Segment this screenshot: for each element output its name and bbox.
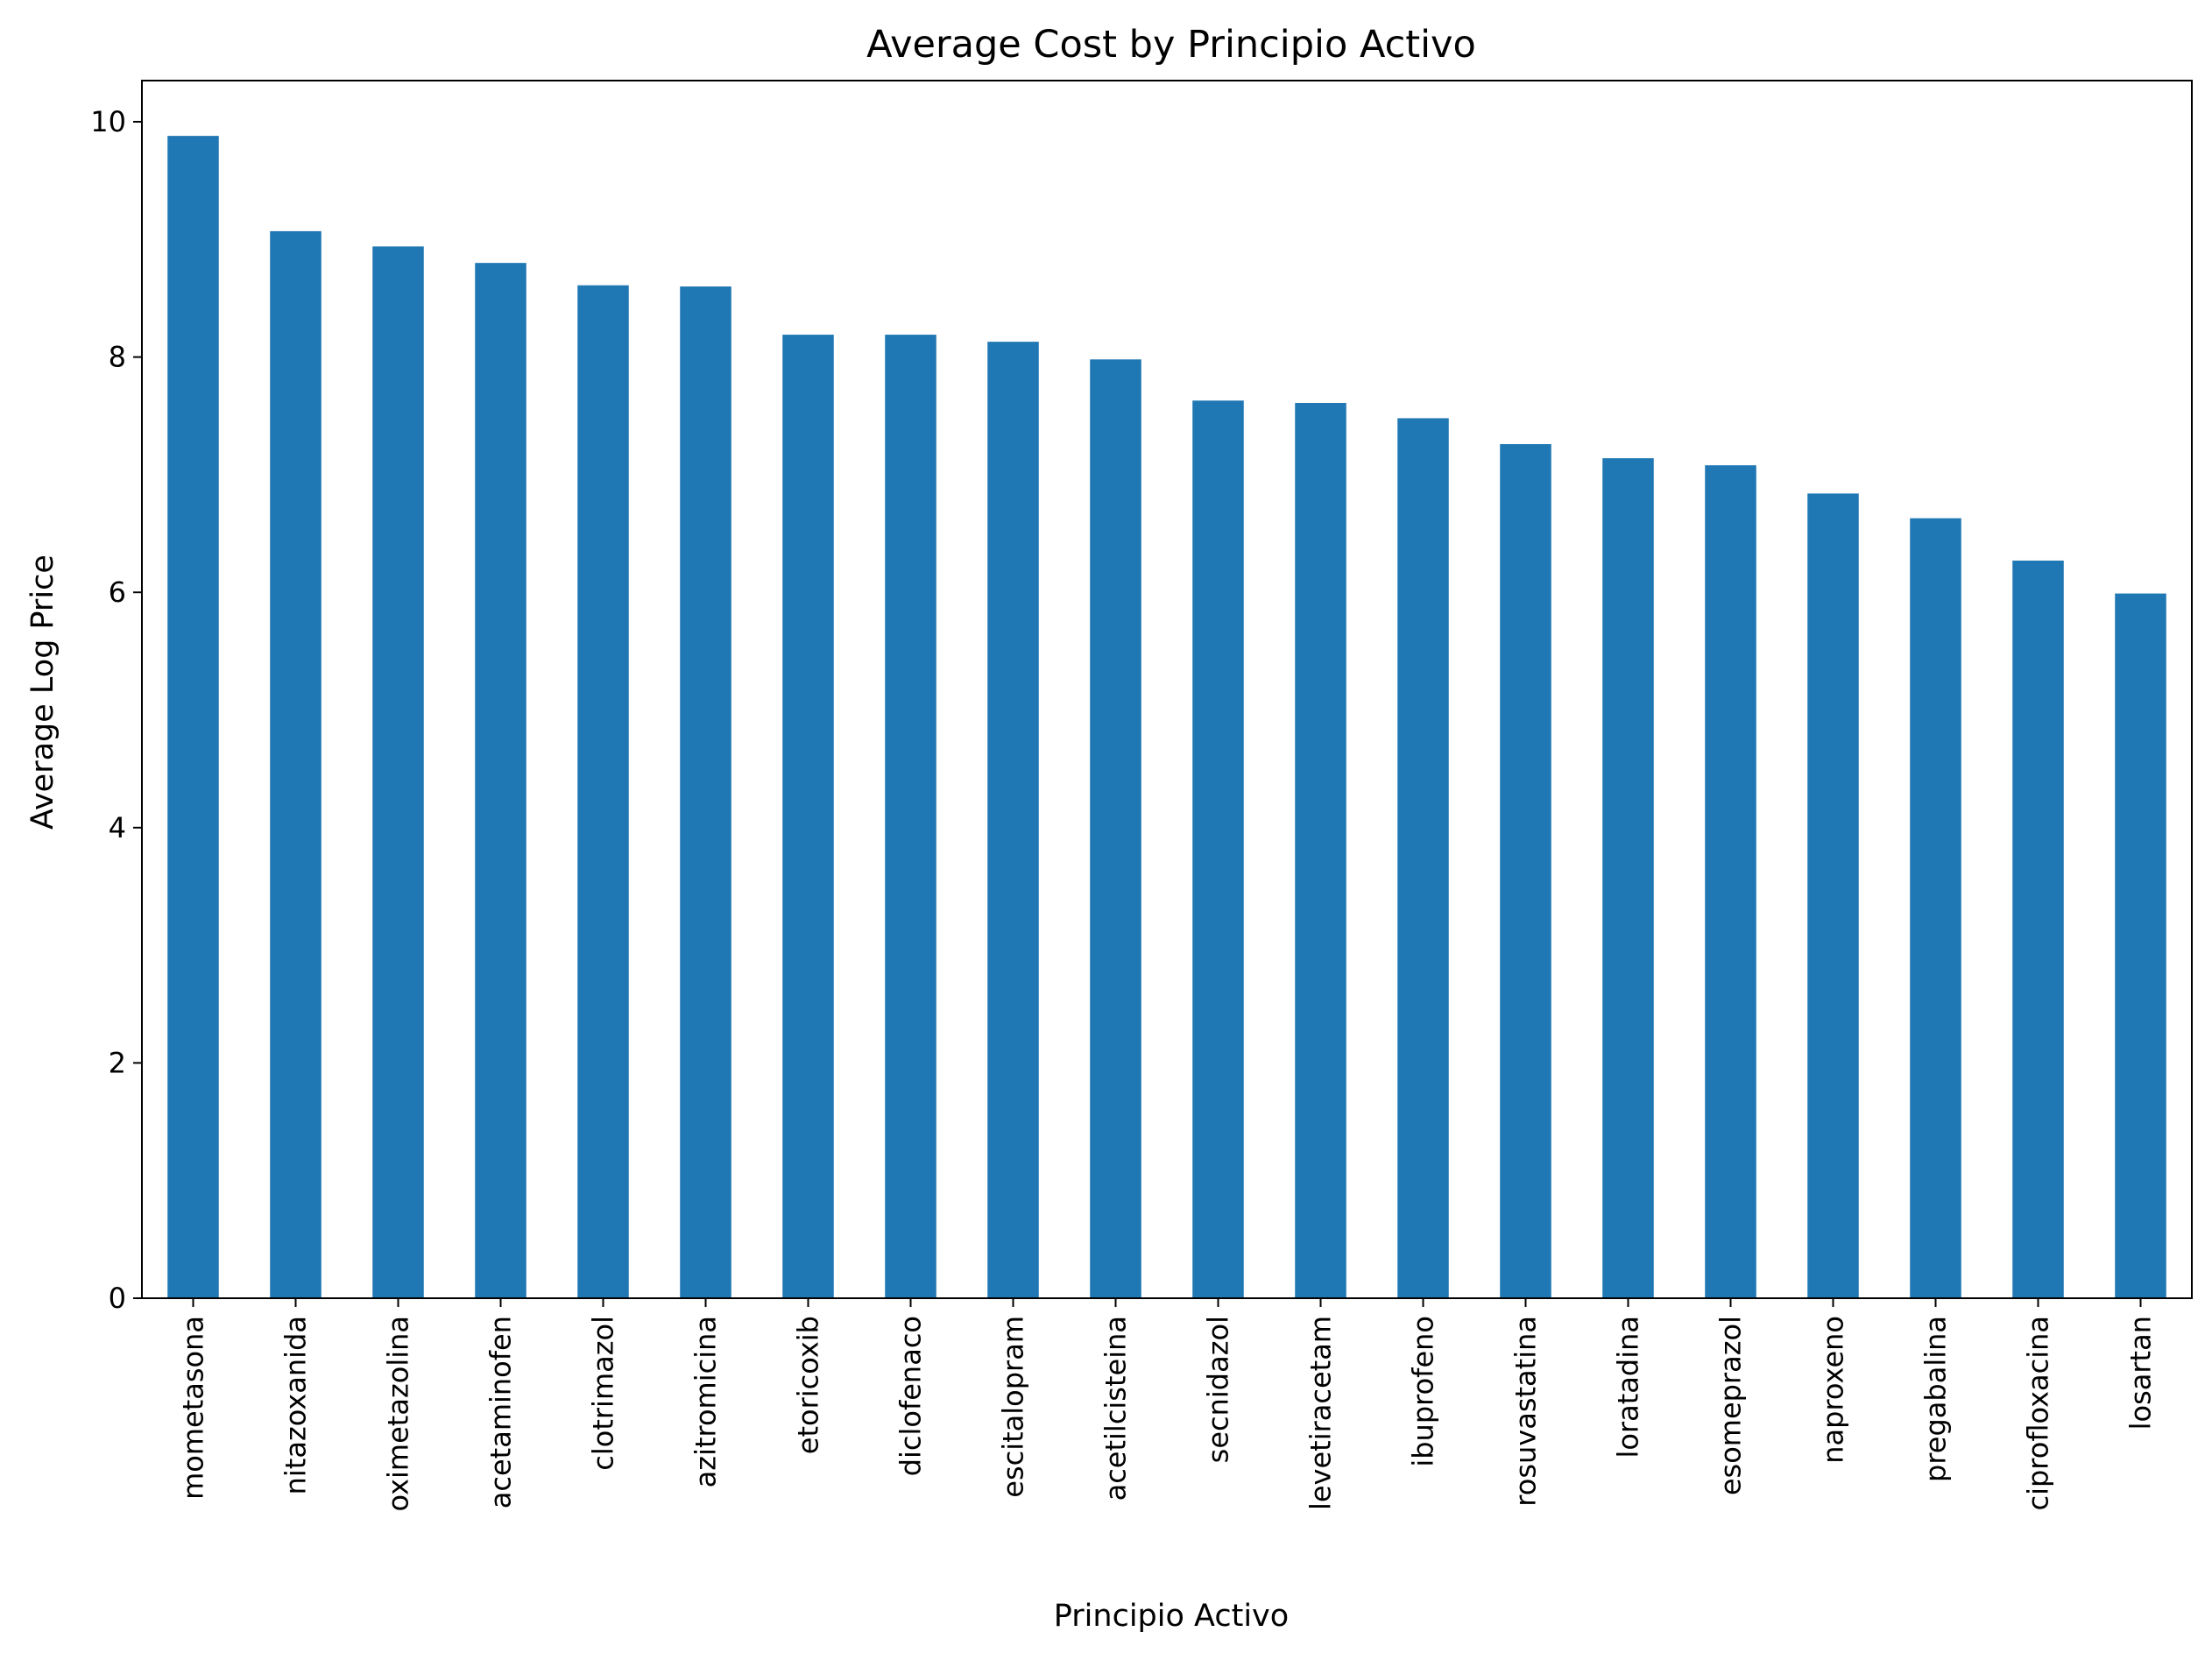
bars-layer (167, 136, 2166, 1299)
x-tick-label: nitazoxanida (279, 1316, 313, 1494)
bar-ibuprofeno (1397, 418, 1449, 1298)
y-axis-ticks: 0 2 4 6 8 10 (90, 105, 142, 1315)
x-tick-label: oximetazolina (382, 1316, 415, 1511)
x-tick-label: loratadina (1612, 1316, 1645, 1458)
x-tick-label: mometasona (177, 1316, 210, 1500)
y-tick-label: 6 (109, 576, 126, 609)
bar-pregabalina (1910, 518, 1961, 1298)
x-tick-label: esomeprazol (1714, 1316, 1748, 1495)
bar-clotrimazol (577, 285, 629, 1299)
x-tick-label: pregabalina (1919, 1316, 1953, 1482)
x-tick-label: clotrimazol (587, 1316, 620, 1471)
bar-escitalopram (987, 342, 1039, 1298)
bar-ciprofloxacina (2012, 560, 2064, 1298)
x-tick-label: acetaminofen (484, 1316, 518, 1508)
x-tick-label: levetiracetam (1304, 1316, 1338, 1510)
chart-title: Average Cost by Principio Activo (866, 23, 1476, 67)
x-tick-label: secnidazol (1202, 1316, 1235, 1463)
bar-acetilcisteina (1090, 359, 1141, 1298)
bar-oximetazolina (372, 246, 424, 1298)
x-axis-title: Principio Activo (1054, 1599, 1289, 1634)
y-axis-title: Average Log Price (25, 555, 60, 830)
x-axis-ticks: mometasona nitazoxanida oximetazolina aceta… (177, 1298, 2158, 1511)
bar-diclofenaco (885, 335, 936, 1299)
bar-esomeprazol (1705, 465, 1756, 1298)
x-tick-label: naproxeno (1817, 1316, 1850, 1464)
plot-frame (141, 80, 2193, 1299)
bar-azitromicina (680, 286, 731, 1298)
bar-mometasona (167, 136, 219, 1298)
y-tick-label: 2 (109, 1046, 126, 1079)
bar-acetaminofen (475, 263, 526, 1298)
bar-loratadina (1602, 458, 1654, 1298)
x-tick-label: acetilcisteina (1099, 1316, 1133, 1501)
bar-etoricoxib (782, 335, 834, 1299)
y-tick-label: 0 (109, 1282, 126, 1315)
x-tick-label: losartan (2124, 1316, 2158, 1430)
x-tick-label: etoricoxib (792, 1316, 825, 1454)
bar-levetiracetam (1295, 402, 1346, 1299)
y-tick-label: 4 (109, 811, 126, 844)
x-tick-label: ciprofloxacina (2022, 1316, 2055, 1511)
bar-rosuvastatina (1500, 443, 1551, 1298)
y-tick-label: 10 (90, 105, 126, 138)
bar-naproxeno (1807, 493, 1859, 1298)
bar-losartan (2115, 593, 2166, 1298)
bar-nitazoxanida (270, 230, 322, 1298)
x-tick-label: ibuprofeno (1407, 1316, 1440, 1467)
x-tick-label: azitromicina (689, 1316, 723, 1487)
x-tick-label: diclofenaco (894, 1316, 928, 1476)
x-tick-label: rosuvastatina (1509, 1316, 1543, 1507)
y-tick-label: 8 (109, 341, 126, 374)
x-tick-label: escitalopram (997, 1316, 1030, 1498)
bar-secnidazol (1192, 400, 1244, 1298)
